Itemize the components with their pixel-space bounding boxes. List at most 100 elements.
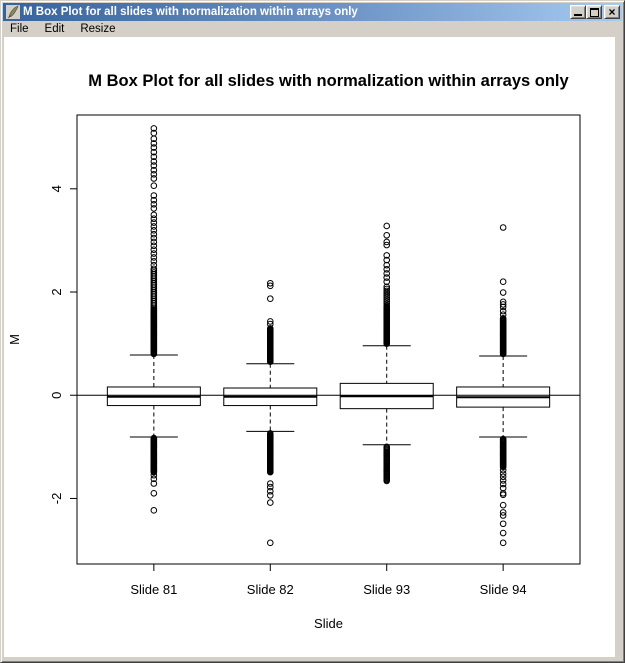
outlier-point <box>150 254 158 261</box>
boxplot-svg: -2 0 2 4 Slide 81 Slide 82 Slide 93 Slide 94 M B… <box>4 37 615 657</box>
outlier-point <box>150 238 158 246</box>
x-axis-label: Slide <box>314 616 343 631</box>
outlier-point <box>499 289 507 296</box>
outlier-point <box>150 125 158 132</box>
menu-item-resize[interactable]: Resize <box>80 23 116 35</box>
outlier-point <box>150 211 158 219</box>
outlier-point <box>383 285 391 293</box>
y-tick-label: -2 <box>49 493 64 505</box>
outlier-point <box>150 140 158 147</box>
outlier-point <box>383 241 391 249</box>
outlier-point <box>383 295 391 303</box>
outlier-point <box>150 158 158 165</box>
outlier-point <box>499 501 507 509</box>
outlier-point <box>266 430 274 437</box>
outlier-point <box>266 318 274 325</box>
outlier-point <box>499 512 507 519</box>
outlier-point <box>150 269 158 276</box>
outlier-point <box>499 466 507 474</box>
outlier-point <box>383 231 391 239</box>
outlier-point <box>150 200 158 208</box>
outlier-point <box>150 175 158 182</box>
menu-item-file[interactable]: File <box>10 23 29 35</box>
outlier-point <box>266 320 274 328</box>
outlier-point <box>266 282 274 290</box>
outlier-point <box>150 196 158 204</box>
outlier-point <box>499 435 507 443</box>
outlier-point <box>266 539 274 547</box>
outlier-point <box>383 274 391 281</box>
outlier-point <box>499 301 507 308</box>
outlier-point <box>150 205 158 212</box>
feather-icon <box>6 5 20 19</box>
minimize-icon <box>574 14 582 16</box>
window-title: M Box Plot for all slides with normaliza… <box>23 6 358 18</box>
outlier-point <box>499 470 507 477</box>
outlier-point <box>150 182 158 190</box>
chart-title: M Box Plot for all slides with normaliza… <box>88 72 569 90</box>
outlier-point <box>383 238 391 246</box>
outlier-point <box>150 166 158 174</box>
outlier-point <box>150 162 158 169</box>
y-tick-label: 2 <box>49 288 64 295</box>
outlier-point <box>150 489 158 497</box>
outlier-point <box>150 242 158 250</box>
window-controls: × <box>570 5 620 19</box>
close-button[interactable]: × <box>604 5 620 19</box>
outlier-point <box>383 298 391 305</box>
outlier-point <box>150 475 158 483</box>
outlier-point <box>150 250 158 257</box>
maximize-button[interactable] <box>586 5 602 19</box>
outlier-point <box>150 227 158 234</box>
y-axis-label: M <box>7 334 22 345</box>
outlier-point <box>499 473 507 481</box>
outlier-point <box>499 477 507 484</box>
x-tick-label: Slide 94 <box>480 582 527 597</box>
outlier-point <box>150 215 158 223</box>
outlier-point <box>499 520 507 528</box>
outlier-point <box>266 483 274 491</box>
menubar: File Edit Resize <box>3 21 622 37</box>
x-tick-label: Slide 82 <box>247 582 294 597</box>
menu-item-edit[interactable]: Edit <box>44 23 65 35</box>
outlier-point <box>499 311 507 319</box>
outlier-point <box>266 499 274 506</box>
outlier-point <box>266 279 274 287</box>
outlier-point <box>150 265 158 273</box>
outlier-point <box>150 261 158 269</box>
outlier-point <box>150 153 158 161</box>
outlier-point <box>150 234 158 242</box>
outlier-point <box>150 471 158 479</box>
outlier-point <box>150 148 158 156</box>
x-tick-label: Slide 93 <box>363 582 410 597</box>
outlier-point <box>150 192 158 199</box>
plot-frame <box>76 114 581 565</box>
outlier-point <box>499 298 507 306</box>
close-icon: × <box>608 4 616 19</box>
outlier-point <box>266 487 274 495</box>
outlier-point <box>150 144 158 151</box>
outlier-point <box>383 222 391 230</box>
outlier-point <box>383 287 391 295</box>
outlier-point <box>383 300 391 307</box>
maximize-icon <box>589 8 599 17</box>
x-tick-label: Slide 81 <box>130 582 177 597</box>
outlier-point <box>150 129 158 137</box>
outlier-point <box>499 278 507 285</box>
outlier-point <box>499 480 507 488</box>
outlier-point <box>383 302 391 309</box>
minimize-button[interactable] <box>570 5 586 19</box>
outlier-point <box>383 270 391 277</box>
outlier-point <box>150 171 158 178</box>
outlier-point <box>499 224 507 231</box>
outlier-point <box>499 529 507 537</box>
outlier-point <box>499 315 507 322</box>
outlier-point <box>150 507 158 514</box>
titlebar[interactable]: M Box Plot for all slides with normaliza… <box>3 3 622 21</box>
outlier-point <box>150 223 158 230</box>
outlier-point <box>150 434 158 442</box>
outlier-point <box>150 480 158 487</box>
outlier-point <box>499 491 507 499</box>
y-tick-label: 0 <box>49 392 64 399</box>
outlier-point <box>383 266 391 273</box>
